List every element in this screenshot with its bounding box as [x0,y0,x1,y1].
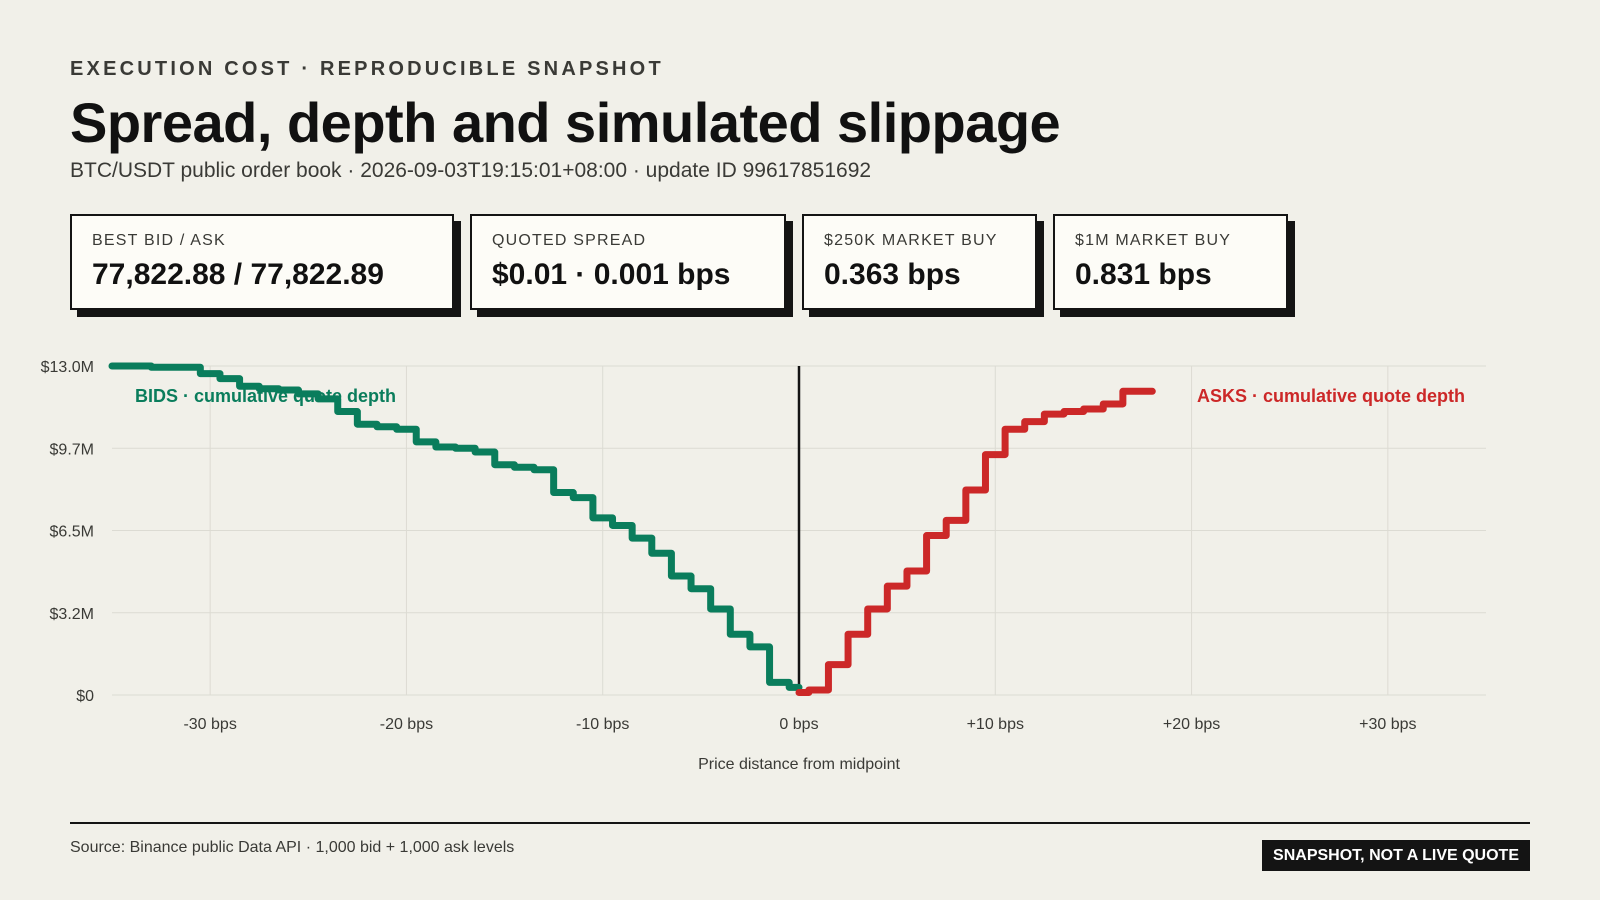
card-label: QUOTED SPREAD [492,232,647,249]
y-tick-label: $13.0M [41,359,94,376]
x-tick-label: +30 bps [1359,716,1416,733]
card-value: 0.363 bps [824,258,961,291]
card-best-bid-ask: BEST BID / ASK 77,822.88 / 77,822.89 [70,214,454,310]
eyebrow: EXECUTION COST · REPRODUCIBLE SNAPSHOT [70,58,664,80]
snapshot-badge: SNAPSHOT, NOT A LIVE QUOTE [1262,840,1530,871]
source-note: Source: Binance public Data API · 1,000 … [70,839,515,856]
card-label: $250K MARKET BUY [824,232,998,249]
x-tick-label: -20 bps [380,716,433,733]
x-axis-label: Price distance from midpoint [698,756,900,773]
card-1m-market-buy: $1M MARKET BUY 0.831 bps [1053,214,1288,310]
page-title: Spread, depth and simulated slippage [70,91,1061,154]
page-subtitle: BTC/USDT public order book · 2026-09-03T… [70,159,872,182]
bids-depth-line [108,362,803,691]
asks-depth-line [795,387,1156,696]
card-quoted-spread: QUOTED SPREAD $0.01 · 0.001 bps [470,214,786,310]
card-label: $1M MARKET BUY [1075,232,1232,249]
x-tick-label: 0 bps [779,716,818,733]
depth-chart: $0 $3.2M $6.5M $9.7M $13.0M -30 bps -20 bps -10… [41,359,1486,773]
x-tick-label: -30 bps [183,716,236,733]
y-tick-label: $9.7M [50,441,94,458]
x-tick-label: +10 bps [967,716,1024,733]
card-value: 77,822.88 / 77,822.89 [92,258,384,291]
card-label: BEST BID / ASK [92,232,226,249]
card-250k-market-buy: $250K MARKET BUY 0.363 bps [802,214,1037,310]
y-tick-label: $0 [76,688,94,705]
x-tick-label: +20 bps [1163,716,1220,733]
y-tick-label: $3.2M [50,606,94,623]
y-tick-label: $6.5M [50,524,94,541]
footer-rule [70,822,1530,824]
asks-series-label: ASKS · cumulative quote depth [1197,386,1465,406]
card-value: 0.831 bps [1075,258,1212,291]
bids-series-label: BIDS · cumulative quote depth [135,386,396,406]
card-value: $0.01 · 0.001 bps [492,258,731,291]
x-tick-label: -10 bps [576,716,629,733]
